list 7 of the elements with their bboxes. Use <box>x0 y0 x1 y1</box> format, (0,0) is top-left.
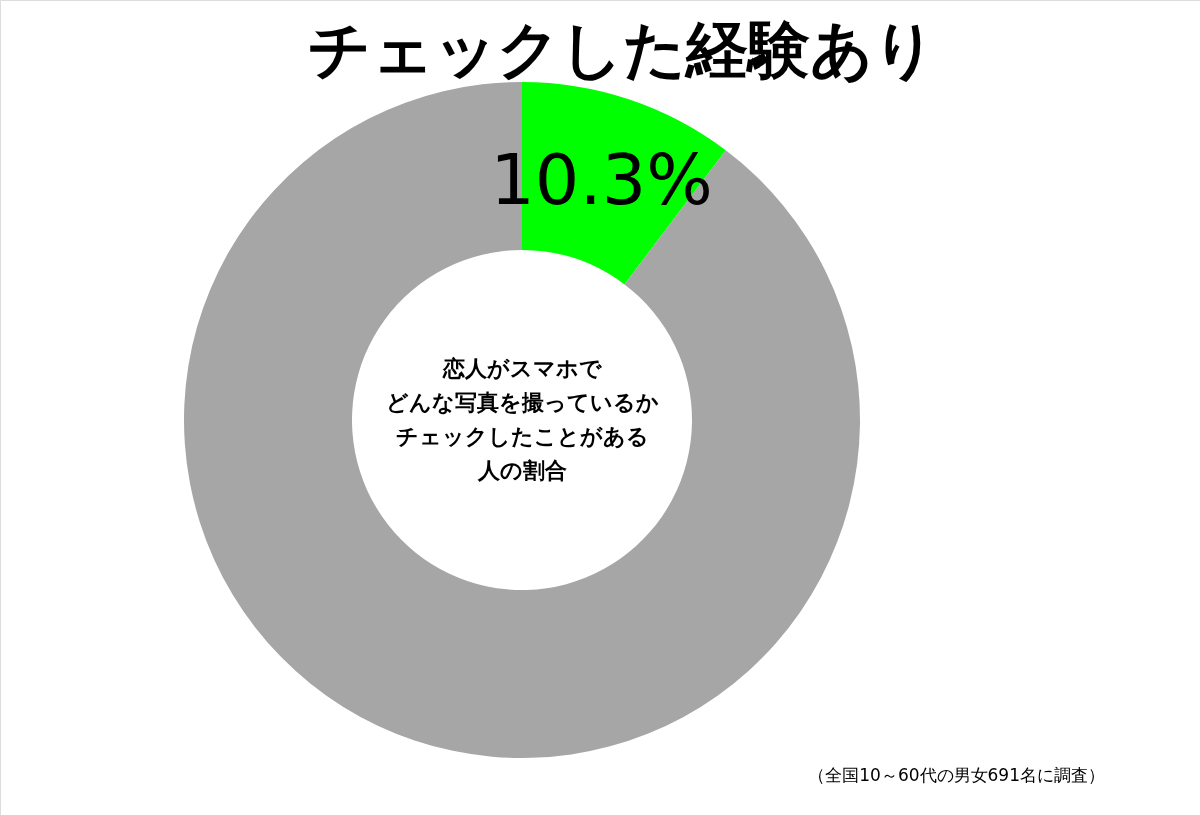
text: （全国10～60代の男女691名に調査） <box>808 765 1105 785</box>
text: 人の割合 <box>476 458 567 483</box>
text: 恋人がスマホで <box>441 356 602 381</box>
chart-title: チェックした経験あり <box>308 13 936 86</box>
text: チェックしたことがある <box>395 424 649 449</box>
donut-slice <box>184 82 860 758</box>
text: どんな写真を撮っているか <box>385 390 659 415</box>
